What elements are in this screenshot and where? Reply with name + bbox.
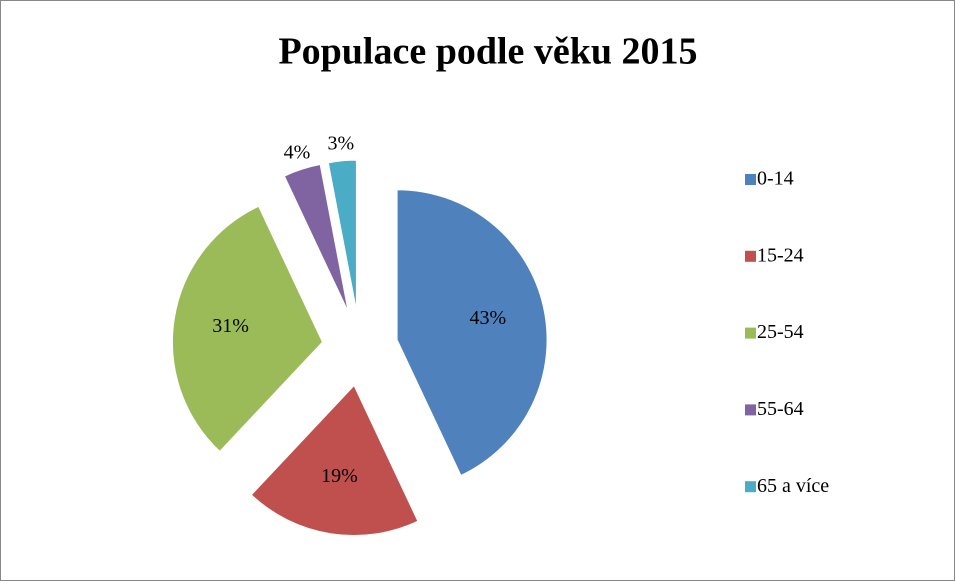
pie-slice [171,205,324,453]
data-label: 43% [470,307,507,329]
legend-swatch [745,481,756,493]
legend-label: 55-64 [757,398,804,420]
data-label: 19% [321,465,358,487]
legend-label: 0-14 [757,168,794,190]
data-label: 31% [212,315,249,337]
legend-swatch [745,327,756,339]
pie-slice [250,384,419,536]
legend-swatch [745,250,756,262]
legend-swatch [745,404,756,416]
legend-label: 65 a více [757,475,829,497]
pie-slice [396,189,548,477]
legend-swatch [745,174,756,185]
data-label: 3% [327,132,354,154]
data-label: 4% [284,142,311,164]
chart-title: Populace podle věku 2015 [278,31,697,73]
pie-slice [283,163,349,313]
pie-slice [327,159,357,311]
legend-label: 15-24 [757,244,804,266]
legend-label: 25-54 [757,321,804,343]
